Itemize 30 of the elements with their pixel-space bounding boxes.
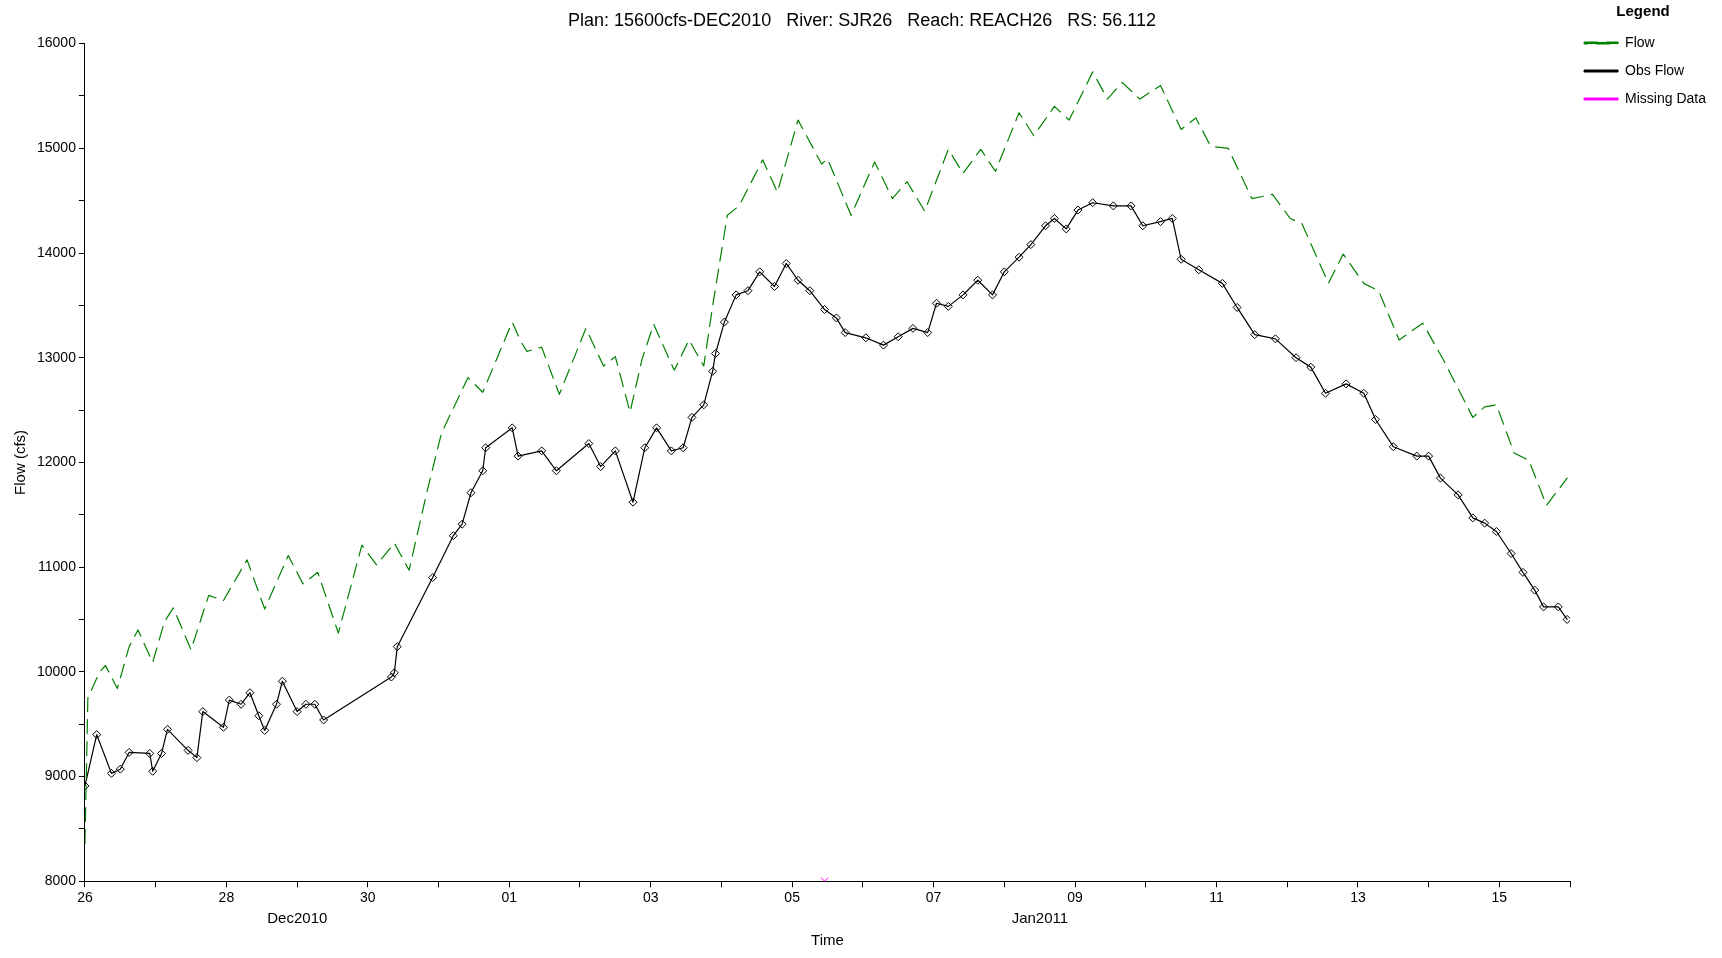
legend-label: Obs Flow <box>1625 61 1686 78</box>
x-tick-label: 26 <box>77 889 93 906</box>
x-tick-label: 30 <box>360 889 376 906</box>
y-tick-label: 16000 <box>36 34 77 51</box>
y-tick-label: 11000 <box>38 557 77 574</box>
y-tick-label: 15000 <box>36 139 77 156</box>
text: Jan2011 <box>1011 908 1069 926</box>
chart-title: Plan: 15600cfs-DEC2010 River: SJR26 Reach: REACH26 RS: 56.112 <box>568 9 1156 30</box>
x-tick-label: 05 <box>784 889 801 906</box>
x-tick-label: 11 <box>1209 889 1224 906</box>
x-tick-label: 15 <box>1491 889 1508 906</box>
x-tick-label: 13 <box>1350 889 1366 906</box>
y-tick-label: 10000 <box>36 662 77 679</box>
y-tick-label: 13000 <box>36 348 77 365</box>
x-tick-label: 01 <box>501 889 518 906</box>
legend-label: Flow <box>1625 33 1656 50</box>
x-tick-label: 07 <box>925 889 942 906</box>
x-tick-label: 09 <box>1067 889 1084 906</box>
y-tick-label: 8000 <box>44 872 77 889</box>
legend-title: Legend <box>1616 1 1670 19</box>
x-axis-title: Time <box>811 931 844 949</box>
y-tick-label: 12000 <box>36 453 77 470</box>
legend-label: Missing Data <box>1625 89 1707 106</box>
x-tick-label: 03 <box>642 889 659 906</box>
line-series <box>84 71 1568 845</box>
y-tick-label: 14000 <box>36 243 77 260</box>
x-tick-label: 28 <box>218 889 235 906</box>
text: Dec2010 <box>267 908 328 926</box>
y-tick-label: 9000 <box>44 767 77 784</box>
y-axis-title: Flow (cfs) <box>11 429 29 495</box>
